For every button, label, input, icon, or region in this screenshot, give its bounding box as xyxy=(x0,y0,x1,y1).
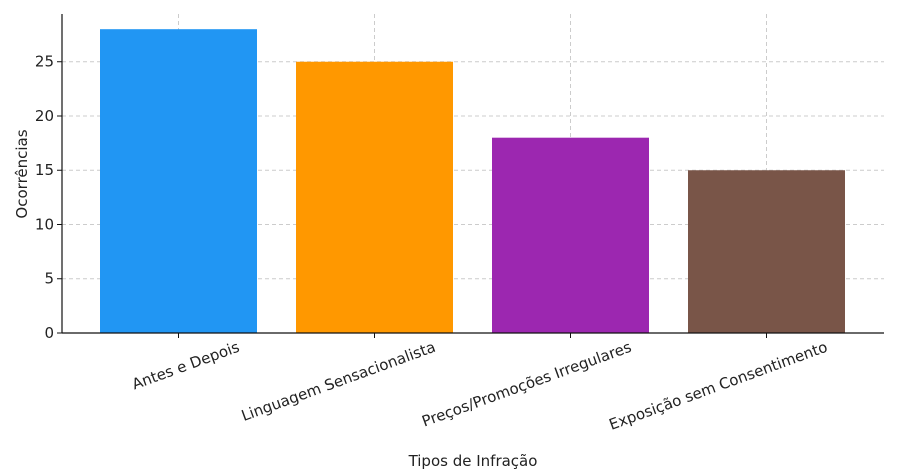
y-tick-label: 10 xyxy=(35,215,54,233)
axes xyxy=(61,14,884,334)
y-tick-label: 15 xyxy=(35,161,54,179)
y-axis-ticks: 0 5 10 15 20 25 xyxy=(35,53,62,342)
x-tick-label: Exposição sem Consentimento xyxy=(607,338,830,434)
bar xyxy=(100,29,257,333)
y-tick-label: 5 xyxy=(44,270,54,288)
bar xyxy=(296,61,453,334)
x-tick-label: Preços/Promoções Irregulares xyxy=(419,338,634,431)
y-axis-title: Ocorrências xyxy=(13,129,31,218)
y-tick-label: 0 xyxy=(44,324,54,342)
x-axis-title: Tipos de Infração xyxy=(408,452,538,470)
bars xyxy=(100,29,845,334)
x-tick-label: Linguagem Sensacionalista xyxy=(239,338,438,425)
x-tick-label: Antes e Depois xyxy=(130,338,242,394)
y-tick-label: 25 xyxy=(35,53,54,71)
bar xyxy=(688,170,845,333)
bar xyxy=(492,137,649,333)
y-tick-label: 20 xyxy=(35,107,54,125)
